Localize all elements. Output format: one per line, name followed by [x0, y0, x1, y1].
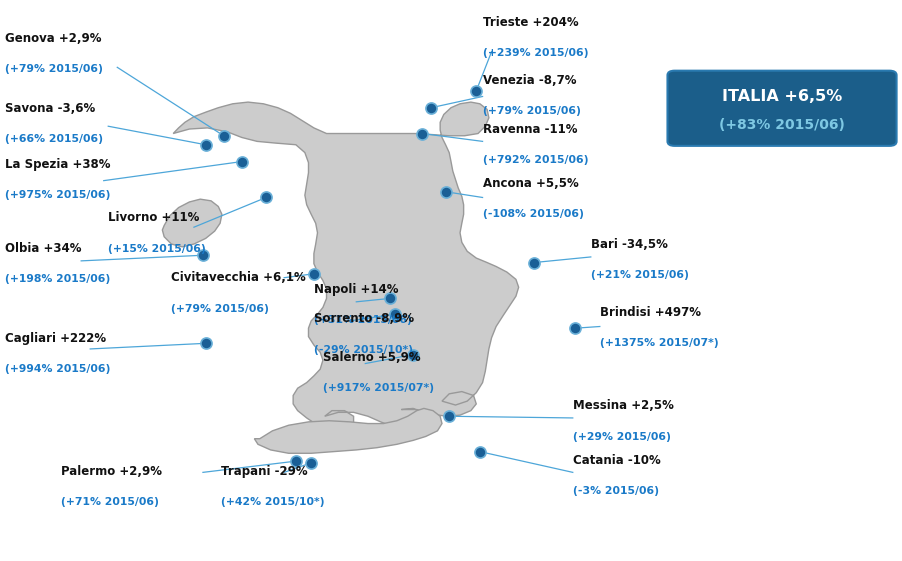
Text: (+79% 2015/06): (+79% 2015/06) [5, 64, 103, 74]
Text: (+198% 2015/06): (+198% 2015/06) [5, 274, 110, 284]
Text: (+71% 2015/06): (+71% 2015/06) [61, 497, 160, 507]
Text: Savona -3,6%: Savona -3,6% [5, 102, 95, 115]
Text: Catania -10%: Catania -10% [573, 454, 660, 467]
Polygon shape [162, 199, 222, 247]
Text: (+29% 2015/06): (+29% 2015/06) [573, 431, 671, 442]
Text: (+31% 2015/06): (+31% 2015/06) [314, 315, 412, 325]
Text: Palermo +2,9%: Palermo +2,9% [61, 465, 162, 478]
Text: Salerno +5,9%: Salerno +5,9% [323, 351, 420, 364]
Text: (+1375% 2015/07*): (+1375% 2015/07*) [600, 338, 719, 348]
Text: (+79% 2015/06): (+79% 2015/06) [171, 304, 270, 314]
Text: (+917% 2015/07*): (+917% 2015/07*) [323, 383, 434, 393]
Text: (+79% 2015/06): (+79% 2015/06) [483, 106, 581, 116]
Text: (-29% 2015/10*): (-29% 2015/10*) [314, 344, 413, 355]
Text: (+239% 2015/06): (+239% 2015/06) [483, 48, 588, 58]
Text: Cagliari +222%: Cagliari +222% [5, 332, 106, 345]
Text: Messina +2,5%: Messina +2,5% [573, 399, 674, 412]
Text: Venezia -8,7%: Venezia -8,7% [483, 74, 576, 87]
Text: Civitavecchia +6,1%: Civitavecchia +6,1% [171, 272, 306, 284]
Text: (+83% 2015/06): (+83% 2015/06) [719, 118, 845, 132]
Text: (-108% 2015/06): (-108% 2015/06) [483, 209, 584, 219]
Text: (+15% 2015/06): (+15% 2015/06) [108, 243, 206, 254]
Text: Sorrento -8,9%: Sorrento -8,9% [314, 312, 414, 325]
Text: (+975% 2015/06): (+975% 2015/06) [5, 190, 110, 200]
Text: ITALIA +6,5%: ITALIA +6,5% [722, 89, 842, 104]
Polygon shape [173, 102, 519, 431]
Text: Ravenna -11%: Ravenna -11% [483, 123, 577, 136]
Text: Ancona +5,5%: Ancona +5,5% [483, 177, 578, 190]
Text: (-3% 2015/06): (-3% 2015/06) [573, 486, 658, 496]
Text: Bari -34,5%: Bari -34,5% [591, 238, 667, 251]
Text: (+66% 2015/06): (+66% 2015/06) [5, 134, 103, 144]
Text: La Spezia +38%: La Spezia +38% [5, 158, 110, 171]
Text: (+792% 2015/06): (+792% 2015/06) [483, 155, 588, 165]
Polygon shape [254, 408, 442, 453]
Text: Napoli +14%: Napoli +14% [314, 283, 399, 296]
FancyBboxPatch shape [667, 71, 897, 146]
Text: Brindisi +497%: Brindisi +497% [600, 306, 701, 319]
Text: Trapani -29%: Trapani -29% [221, 465, 308, 478]
Text: Olbia +34%: Olbia +34% [5, 242, 81, 255]
Text: (+21% 2015/06): (+21% 2015/06) [591, 270, 689, 280]
Text: (+994% 2015/06): (+994% 2015/06) [5, 364, 110, 374]
Text: Trieste +204%: Trieste +204% [483, 16, 578, 29]
Text: (+42% 2015/10*): (+42% 2015/10*) [221, 497, 325, 507]
Text: Livorno +11%: Livorno +11% [108, 211, 199, 224]
Text: Genova +2,9%: Genova +2,9% [5, 32, 101, 45]
